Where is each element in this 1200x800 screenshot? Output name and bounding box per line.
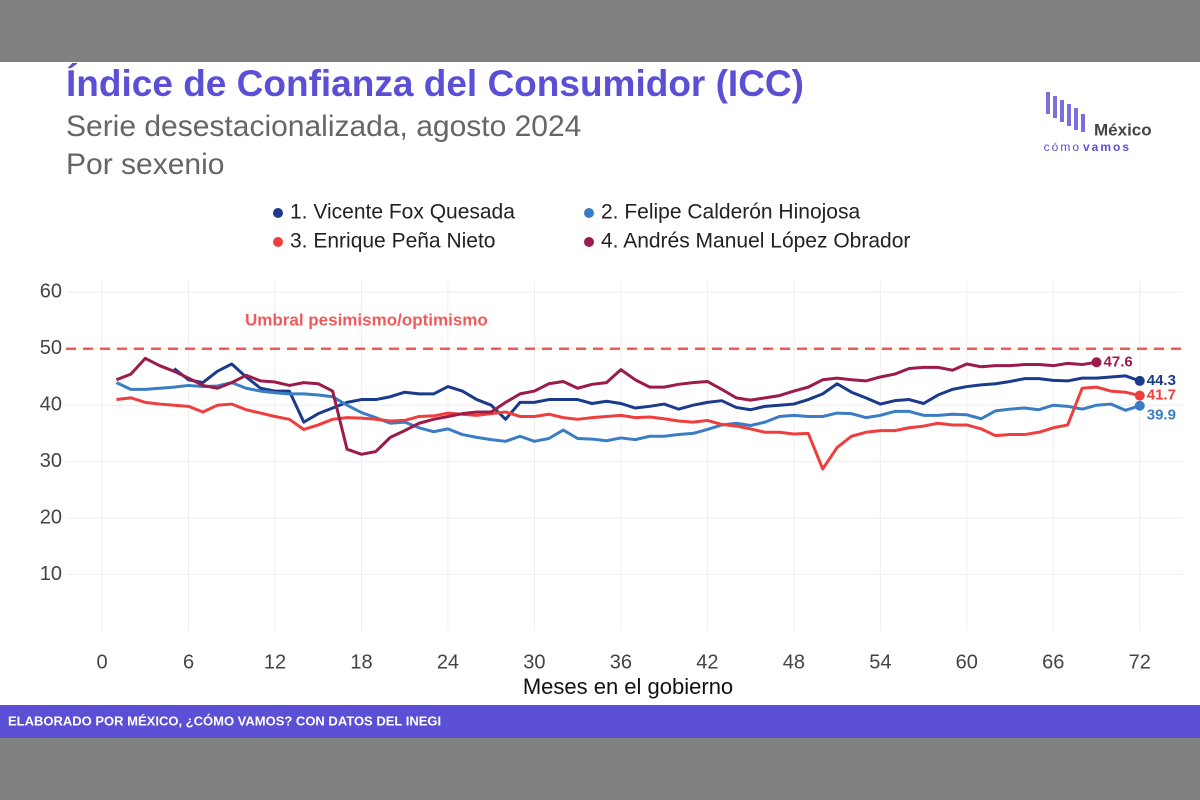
logo-tag: vamos (1083, 140, 1131, 154)
y-tick-label: 30 (40, 450, 62, 472)
logo: México cómo vamos (1044, 92, 1152, 154)
y-tick-label: 40 (40, 393, 62, 415)
source: ELABORADO POR MÉXICO, ¿CÓMO VAMOS? CON D… (8, 713, 441, 728)
x-tick-label: 30 (523, 651, 545, 673)
x-tick-label: 54 (869, 651, 891, 673)
x-tick-label: 6 (183, 651, 194, 673)
logo-name: México (1094, 120, 1152, 139)
logo-bar (1067, 104, 1071, 126)
x-tick-label: 42 (696, 651, 718, 673)
legend-marker (273, 208, 283, 218)
x-tick-label: 66 (1042, 651, 1064, 673)
end-point (1134, 390, 1145, 401)
data-label: 39.9 (1147, 407, 1176, 424)
series-line (173, 362, 1141, 424)
x-tick-label: 24 (437, 651, 459, 673)
y-tick-label: 10 (40, 563, 62, 585)
x-axis-title: Meses en el gobierno (523, 674, 733, 699)
chart-title: Índice de Confianza del Consumidor (ICC) (66, 63, 804, 104)
end-point (1134, 375, 1145, 386)
end-point (1134, 400, 1145, 411)
logo-bar (1046, 92, 1050, 114)
subtitle: Serie desestacionalizada, agosto 2024 (66, 110, 581, 143)
bottom-bar (0, 738, 1200, 800)
subtitle: Por sexenio (66, 148, 224, 181)
x-tick-label: 12 (264, 651, 286, 673)
x-tick-label: 72 (1129, 651, 1151, 673)
logo-bar (1074, 108, 1078, 130)
data-label: 41.7 (1147, 387, 1176, 404)
legend-label: 3. Enrique Peña Nieto (290, 230, 495, 253)
legend-marker (584, 208, 594, 218)
logo-tag: cómo (1044, 140, 1081, 154)
series-line (116, 385, 1141, 471)
annotation: Umbral pesimismo/optimismo (245, 310, 488, 329)
legend-label: 2. Felipe Calderón Hinojosa (601, 201, 860, 224)
logo-bar (1081, 114, 1085, 132)
y-tick-label: 60 (40, 281, 62, 303)
x-tick-label: 48 (783, 651, 805, 673)
y-tick-label: 20 (40, 506, 62, 528)
series-line (115, 381, 1141, 443)
legend-marker (584, 237, 594, 247)
data-label: 47.6 (1104, 353, 1133, 370)
data-label: 44.3 (1147, 372, 1176, 389)
series-line (115, 356, 1097, 456)
logo-bar (1053, 96, 1057, 118)
footer-band (0, 705, 1200, 738)
legend-label: 4. Andrés Manuel López Obrador (601, 230, 910, 253)
x-tick-label: 18 (350, 651, 372, 673)
logo-bar (1060, 100, 1064, 122)
x-tick-label: 0 (96, 651, 107, 673)
x-tick-label: 60 (956, 651, 978, 673)
end-point (1091, 357, 1102, 368)
y-tick-label: 50 (40, 337, 62, 359)
top-bar (0, 0, 1200, 62)
legend-label: 1. Vicente Fox Quesada (290, 201, 515, 224)
x-tick-label: 36 (610, 651, 632, 673)
legend-marker (273, 237, 283, 247)
